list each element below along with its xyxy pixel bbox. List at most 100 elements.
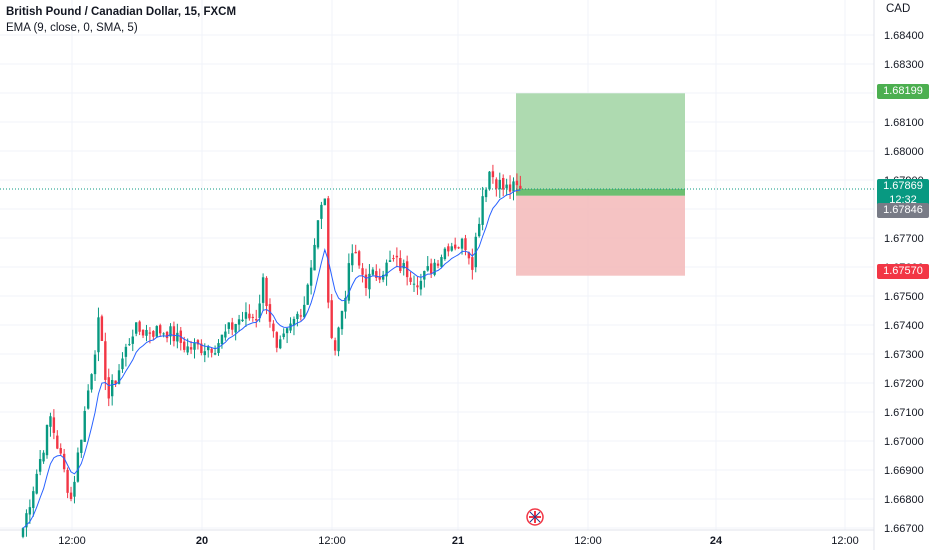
stop-loss-zone	[516, 195, 685, 276]
candle-body	[275, 332, 279, 348]
candle-body	[440, 257, 443, 267]
candle-body	[323, 198, 327, 206]
candle-body	[498, 179, 501, 190]
candle-body	[241, 319, 244, 322]
indicator-label[interactable]: EMA (9, close, 0, SMA, 5)	[6, 22, 138, 34]
y-tick-label: 1.67300	[884, 349, 924, 361]
currency-label[interactable]: CAD	[886, 3, 911, 15]
candle-body	[385, 262, 388, 277]
candle-body	[90, 374, 93, 390]
candle-body	[59, 448, 62, 454]
candle-body	[337, 327, 340, 352]
y-tick-label: 1.66800	[884, 494, 924, 506]
x-tick-label: 12:00	[318, 535, 346, 547]
candle-body	[344, 297, 347, 312]
candle-body	[327, 198, 330, 303]
candle-body	[186, 346, 189, 353]
candle-body	[399, 257, 402, 271]
candle-body	[481, 196, 484, 225]
y-tick-label: 1.66700	[884, 523, 924, 535]
candle-body	[234, 324, 237, 333]
candle-body	[25, 513, 28, 528]
candle-body	[320, 204, 323, 219]
candle-body	[83, 410, 86, 442]
ema-line	[22, 189, 521, 529]
candle-body	[409, 277, 412, 282]
candle-body	[141, 329, 145, 336]
candle-body	[38, 459, 42, 472]
candle-body	[213, 353, 217, 355]
candle-body	[433, 262, 436, 275]
candle-body	[354, 251, 357, 254]
candle-body	[159, 325, 162, 334]
candle-body	[292, 318, 296, 326]
candle-body	[484, 189, 488, 198]
candle-body	[227, 322, 230, 329]
candle-body	[457, 247, 460, 249]
candle-body	[172, 326, 176, 342]
candle-body	[183, 341, 186, 350]
candle-body	[309, 267, 313, 286]
y-tick-label: 1.67500	[884, 291, 924, 303]
entry-price-tag: 1.67846	[877, 203, 929, 218]
candle-body	[395, 255, 399, 258]
candle-body	[134, 322, 138, 334]
y-tick-label: 1.67000	[884, 436, 924, 448]
x-tick-label: 21	[452, 535, 464, 547]
y-tick-label: 1.66900	[884, 465, 924, 477]
candle-body	[502, 177, 505, 190]
candle-body	[471, 257, 474, 270]
candle-body	[138, 321, 141, 332]
y-tick-label: 1.67200	[884, 378, 924, 390]
candle-body	[347, 263, 351, 301]
candle-body	[248, 313, 251, 319]
candle-body	[495, 179, 498, 189]
candle-body	[93, 354, 97, 375]
y-tick-label: 1.68000	[884, 146, 924, 158]
candle-body	[69, 492, 73, 500]
candle-body	[80, 439, 83, 453]
y-tick-label: 1.68100	[884, 117, 924, 129]
candle-body	[100, 316, 104, 341]
candle-body	[261, 277, 265, 303]
x-tick-label: 24	[710, 535, 723, 547]
candle-body	[104, 341, 107, 380]
candle-body	[405, 261, 409, 278]
candle-body	[117, 370, 121, 384]
candle-body	[402, 263, 405, 269]
candle-body	[124, 346, 128, 357]
candle-body	[220, 334, 224, 345]
candle-body	[86, 390, 90, 409]
open-profit-band	[516, 188, 685, 196]
candle-body	[361, 268, 364, 275]
candle-body	[371, 269, 375, 275]
candle-body	[512, 181, 515, 192]
candle-body	[443, 248, 447, 260]
candle-body	[477, 223, 481, 237]
candle-body	[97, 317, 100, 353]
candle-body	[21, 528, 25, 537]
y-tick-label: 1.67700	[884, 233, 924, 245]
chart-legend: British Pound / Canadian Dollar, 15, FXC…	[6, 4, 236, 36]
candle-body	[268, 304, 272, 322]
candle-body	[299, 315, 303, 317]
candle-body	[152, 331, 155, 337]
candle-body	[508, 184, 512, 192]
y-tick-label: 1.68400	[884, 30, 924, 42]
candle-body	[488, 171, 491, 190]
symbol-title[interactable]: British Pound / Canadian Dollar, 15, FXC…	[6, 6, 237, 18]
flag-diag-2	[529, 511, 541, 523]
candle-body	[45, 424, 49, 456]
candle-body	[505, 184, 508, 189]
candle-body	[66, 469, 69, 493]
candle-body	[251, 316, 255, 318]
y-tick-label: 1.67100	[884, 407, 924, 419]
candle-body	[306, 284, 309, 305]
candle-body	[429, 263, 433, 274]
candle-body	[412, 283, 416, 285]
candle-body	[42, 452, 45, 462]
candle-body	[110, 380, 114, 397]
candle-body	[340, 310, 344, 330]
candle-body	[231, 322, 234, 330]
